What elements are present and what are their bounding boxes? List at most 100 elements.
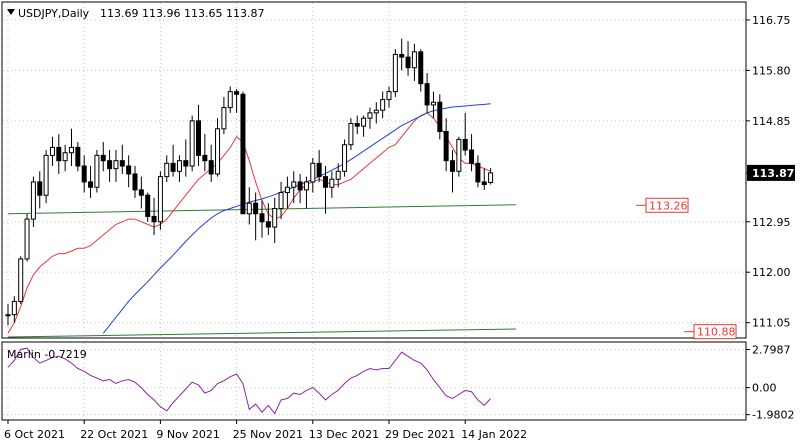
candle-body xyxy=(450,160,455,172)
candle-body xyxy=(189,120,195,167)
candle-body xyxy=(481,181,487,186)
level-box xyxy=(645,197,689,213)
candle-body xyxy=(107,160,113,170)
candles xyxy=(5,38,494,326)
candle-body xyxy=(215,128,221,175)
ohlc-header: 113.69 113.96 113.65 113.87 xyxy=(100,7,264,20)
candle-body xyxy=(56,146,62,162)
candle-body xyxy=(424,83,430,106)
main-panel-frame xyxy=(1,1,747,339)
candle-body xyxy=(240,93,246,215)
candle-body xyxy=(462,138,468,151)
candle-body xyxy=(418,51,424,85)
time-tick-label: 6 Oct 2021 xyxy=(4,428,65,441)
candle-body xyxy=(132,173,138,191)
oscillator-line xyxy=(7,347,491,415)
time-tick-label: 25 Nov 2021 xyxy=(233,428,303,441)
level-label: 110.88 xyxy=(697,326,736,339)
candle-body xyxy=(253,202,259,215)
candle-body xyxy=(335,170,341,180)
candle-body xyxy=(272,207,278,228)
candle-body xyxy=(202,154,208,162)
candle-body xyxy=(259,213,265,223)
candle-body xyxy=(291,181,297,188)
candle-body xyxy=(297,181,303,191)
candle-body xyxy=(170,162,176,172)
price-axis: 116.75 115.80 114.85 113.87 112.95 112.00 111.… xyxy=(746,14,795,422)
candle-body xyxy=(75,146,81,167)
candle-body xyxy=(183,160,189,167)
price-tick-label: 116.75 xyxy=(752,14,791,27)
candle-body xyxy=(392,53,398,93)
moving-averages xyxy=(7,103,491,334)
candle-body xyxy=(113,160,119,170)
candle-body xyxy=(488,172,494,183)
time-tick-label: 29 Dec 2021 xyxy=(385,428,455,441)
candle-body xyxy=(126,165,132,175)
candle-body xyxy=(69,146,74,154)
candle-body xyxy=(342,144,348,172)
candle-body xyxy=(246,202,252,215)
candle-body xyxy=(43,154,49,196)
symbol-header: USDJPY,Daily xyxy=(18,7,90,20)
candle-body xyxy=(227,91,233,109)
time-tick-label: 9 Nov 2021 xyxy=(156,428,219,441)
candle-body xyxy=(100,154,106,162)
candle-body xyxy=(265,221,271,228)
level-box xyxy=(693,324,737,340)
candle-body xyxy=(81,165,87,183)
last-price-box xyxy=(747,164,795,181)
price-tick-label: 112.95 xyxy=(752,216,791,229)
candle-body xyxy=(62,152,68,162)
candle-body xyxy=(443,130,449,162)
oscillator-tick-label: 0.00 xyxy=(752,382,777,395)
time-tick-label: 13 Dec 2021 xyxy=(309,428,379,441)
candle-body xyxy=(157,176,163,223)
candle-body xyxy=(176,160,182,172)
candle-body xyxy=(323,176,328,188)
candle-body xyxy=(430,101,436,106)
candle-body xyxy=(164,162,170,178)
candle-body xyxy=(399,53,405,58)
candle-body xyxy=(145,194,151,217)
candle-body xyxy=(386,91,392,101)
candle-body xyxy=(151,215,157,223)
candle-body xyxy=(469,149,475,164)
candle-body xyxy=(138,189,144,196)
candle-body xyxy=(405,56,411,69)
candle-body xyxy=(310,162,316,183)
level-label: 113.26 xyxy=(649,199,688,212)
candle-body xyxy=(208,160,214,175)
time-tick-label: 14 Jan 2022 xyxy=(461,428,527,441)
candle-body xyxy=(88,181,94,188)
candle-body xyxy=(278,192,284,209)
oscillator-tick-label: -1.9802 xyxy=(752,409,794,422)
price-tick-label: 115.80 xyxy=(752,64,791,77)
candle-body xyxy=(348,122,354,146)
oscillator-tick-label: 2.7987 xyxy=(752,343,791,356)
price-tick-label: 111.05 xyxy=(752,317,791,330)
candle-body xyxy=(284,186,290,194)
candle-body xyxy=(30,181,36,220)
price-tick-label: 112.00 xyxy=(752,266,791,279)
oscillator xyxy=(7,347,491,415)
candle-body xyxy=(354,122,360,127)
candle-body xyxy=(475,162,481,183)
candle-body xyxy=(329,178,335,188)
grid xyxy=(3,3,745,419)
candle-body xyxy=(316,162,322,178)
candle-body xyxy=(94,154,100,188)
caret-down-icon[interactable] xyxy=(7,9,15,15)
candle-body xyxy=(221,107,227,130)
candle-body xyxy=(367,112,373,119)
candle-body xyxy=(303,181,309,191)
moving-average-line xyxy=(102,103,491,334)
candle-body xyxy=(49,146,55,156)
candle-body xyxy=(11,300,17,316)
indicator-panel-frame xyxy=(1,341,747,421)
candle-body xyxy=(411,51,417,69)
last-price-label: 113.87 xyxy=(752,167,794,180)
moving-average-line xyxy=(7,112,491,334)
